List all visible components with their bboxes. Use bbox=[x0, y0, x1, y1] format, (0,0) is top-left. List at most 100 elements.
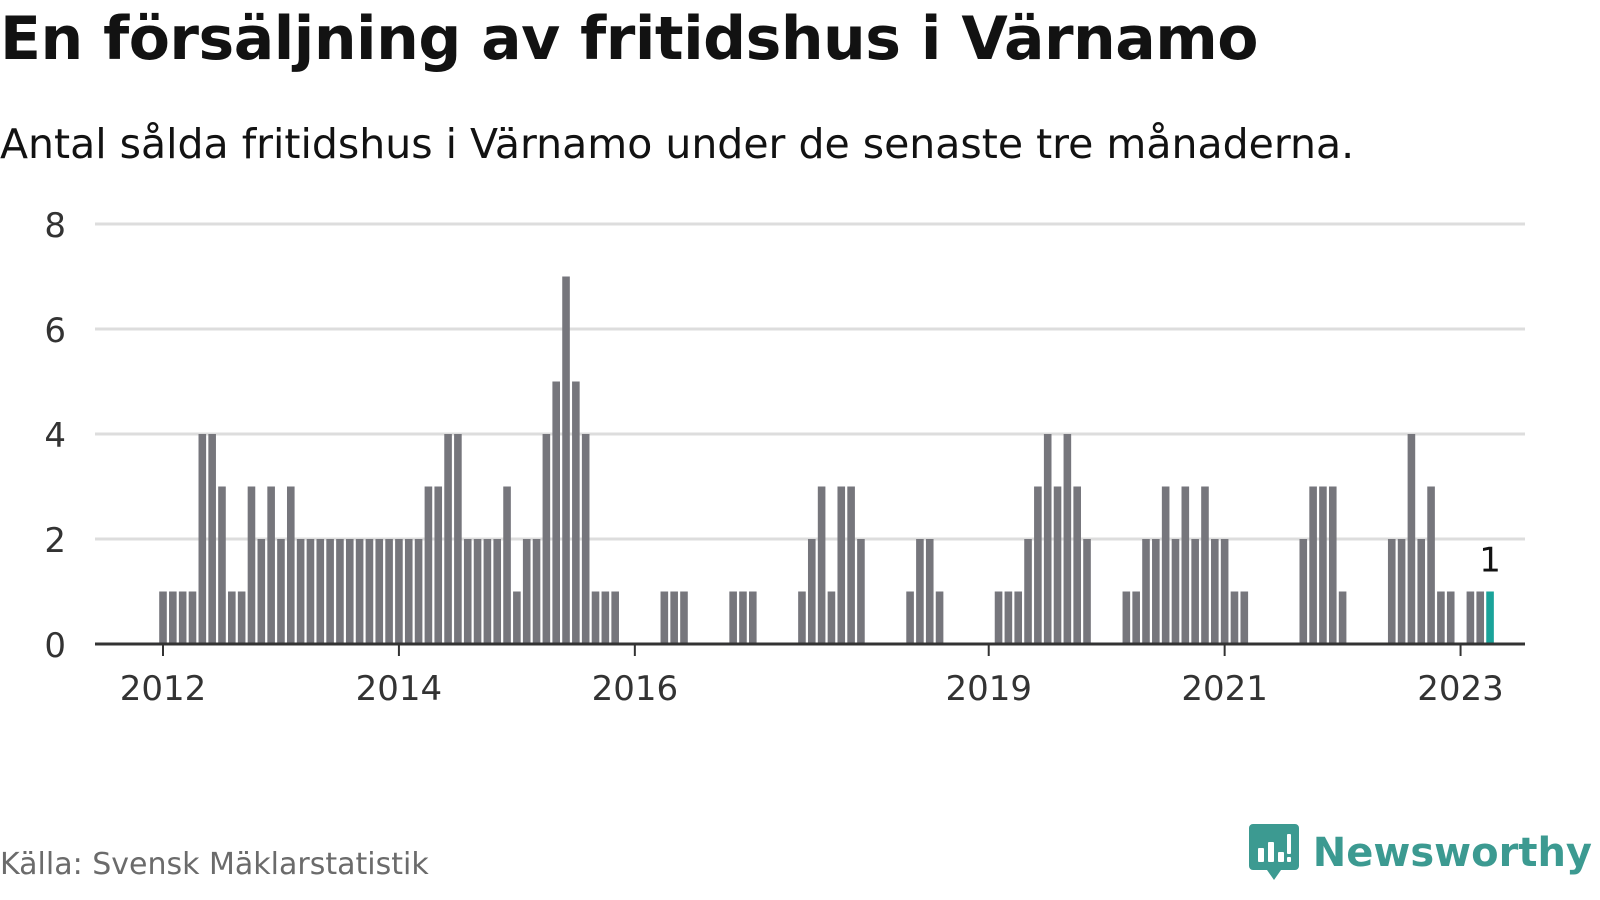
bar bbox=[562, 276, 570, 644]
bar bbox=[375, 539, 384, 644]
bar bbox=[345, 539, 354, 644]
bar bbox=[463, 539, 472, 644]
bar bbox=[316, 539, 325, 644]
y-tick-label-2: 2 bbox=[44, 521, 66, 561]
bar bbox=[1328, 486, 1337, 644]
bar bbox=[739, 591, 747, 644]
bar bbox=[1043, 434, 1052, 644]
bar bbox=[532, 539, 541, 644]
x-tick-label-2019: 2019 bbox=[945, 669, 1032, 709]
bar bbox=[208, 434, 216, 644]
bar bbox=[1181, 486, 1190, 644]
x-tick-label-2012: 2012 bbox=[120, 669, 207, 709]
brand-name: Newsworthy bbox=[1312, 830, 1592, 876]
bar bbox=[1083, 539, 1091, 644]
bar bbox=[1299, 539, 1308, 644]
bar bbox=[286, 486, 295, 644]
bar bbox=[1211, 539, 1219, 644]
bar bbox=[749, 591, 757, 644]
bar bbox=[1161, 486, 1170, 644]
bar bbox=[1034, 486, 1042, 644]
bar bbox=[169, 591, 177, 644]
bar bbox=[1053, 486, 1062, 644]
bar bbox=[473, 539, 482, 644]
bar bbox=[424, 486, 433, 644]
bar bbox=[228, 591, 236, 644]
bar bbox=[434, 486, 443, 644]
data-label-highlight: 1 bbox=[1479, 541, 1501, 581]
bar bbox=[1309, 486, 1317, 644]
chart-title: En försäljning av fritidshus i Värnamo bbox=[0, 4, 1259, 74]
y-tick-label-6: 6 bbox=[44, 311, 66, 351]
newsworthy-logo-icon bbox=[1248, 824, 1299, 880]
bar bbox=[522, 539, 531, 644]
bar bbox=[1073, 486, 1081, 644]
y-tick-label-4: 4 bbox=[44, 416, 66, 456]
bar bbox=[1004, 591, 1013, 644]
bar bbox=[1191, 539, 1199, 644]
bar bbox=[1014, 591, 1023, 644]
bar bbox=[798, 591, 806, 644]
bar bbox=[1476, 591, 1485, 644]
bar bbox=[1024, 539, 1032, 644]
bar bbox=[807, 539, 816, 644]
bar bbox=[660, 591, 669, 644]
bar bbox=[827, 591, 836, 644]
bar bbox=[247, 486, 256, 644]
bar bbox=[1142, 539, 1150, 644]
bar bbox=[847, 486, 855, 644]
bar bbox=[513, 591, 521, 644]
data-labels: 1 bbox=[1476, 538, 1504, 584]
bar bbox=[454, 434, 462, 644]
bar bbox=[355, 539, 364, 644]
bar bbox=[591, 591, 600, 644]
bar bbox=[1230, 591, 1239, 644]
bar bbox=[198, 434, 207, 644]
bar bbox=[178, 591, 187, 644]
y-tick-label-0: 0 bbox=[44, 626, 66, 666]
y-tick-label-8: 8 bbox=[44, 206, 66, 246]
bar bbox=[277, 539, 285, 644]
bar bbox=[483, 539, 492, 644]
bar bbox=[444, 434, 452, 644]
bar bbox=[611, 591, 619, 644]
bar bbox=[1171, 539, 1180, 644]
bar bbox=[296, 539, 305, 644]
bar bbox=[1446, 591, 1455, 644]
bar bbox=[1437, 591, 1445, 644]
bar bbox=[257, 539, 266, 644]
bar bbox=[935, 591, 944, 644]
bar bbox=[817, 486, 826, 644]
bar bbox=[601, 591, 610, 644]
bar bbox=[365, 539, 374, 644]
bar bbox=[267, 486, 275, 644]
bar bbox=[1132, 591, 1140, 644]
y-axis-ticks: 0 2 4 6 8 bbox=[44, 206, 66, 666]
bar bbox=[925, 539, 934, 644]
bar bbox=[159, 591, 167, 644]
bar bbox=[1319, 486, 1327, 644]
brand-logo: Newsworthy bbox=[1248, 824, 1592, 882]
bar bbox=[385, 539, 393, 644]
bar bbox=[1466, 591, 1475, 644]
bar bbox=[1397, 539, 1406, 644]
bars bbox=[159, 276, 1494, 644]
bar bbox=[1201, 486, 1209, 644]
bar bbox=[857, 539, 865, 644]
bar bbox=[837, 486, 846, 644]
source-note: Källa: Svensk Mäklarstatistik bbox=[0, 847, 429, 882]
x-tick-label-2016: 2016 bbox=[592, 669, 679, 709]
bar bbox=[542, 434, 551, 644]
bar bbox=[404, 539, 413, 644]
bar bbox=[493, 539, 502, 644]
bar bbox=[336, 539, 344, 644]
bar bbox=[1240, 591, 1249, 644]
bar bbox=[1152, 539, 1160, 644]
bar bbox=[994, 591, 1003, 644]
bar bbox=[1122, 591, 1131, 644]
x-tick-label-2014: 2014 bbox=[356, 669, 443, 709]
bar bbox=[670, 591, 678, 644]
bar bbox=[552, 381, 560, 644]
bar bbox=[572, 381, 580, 644]
bar bbox=[503, 486, 511, 644]
